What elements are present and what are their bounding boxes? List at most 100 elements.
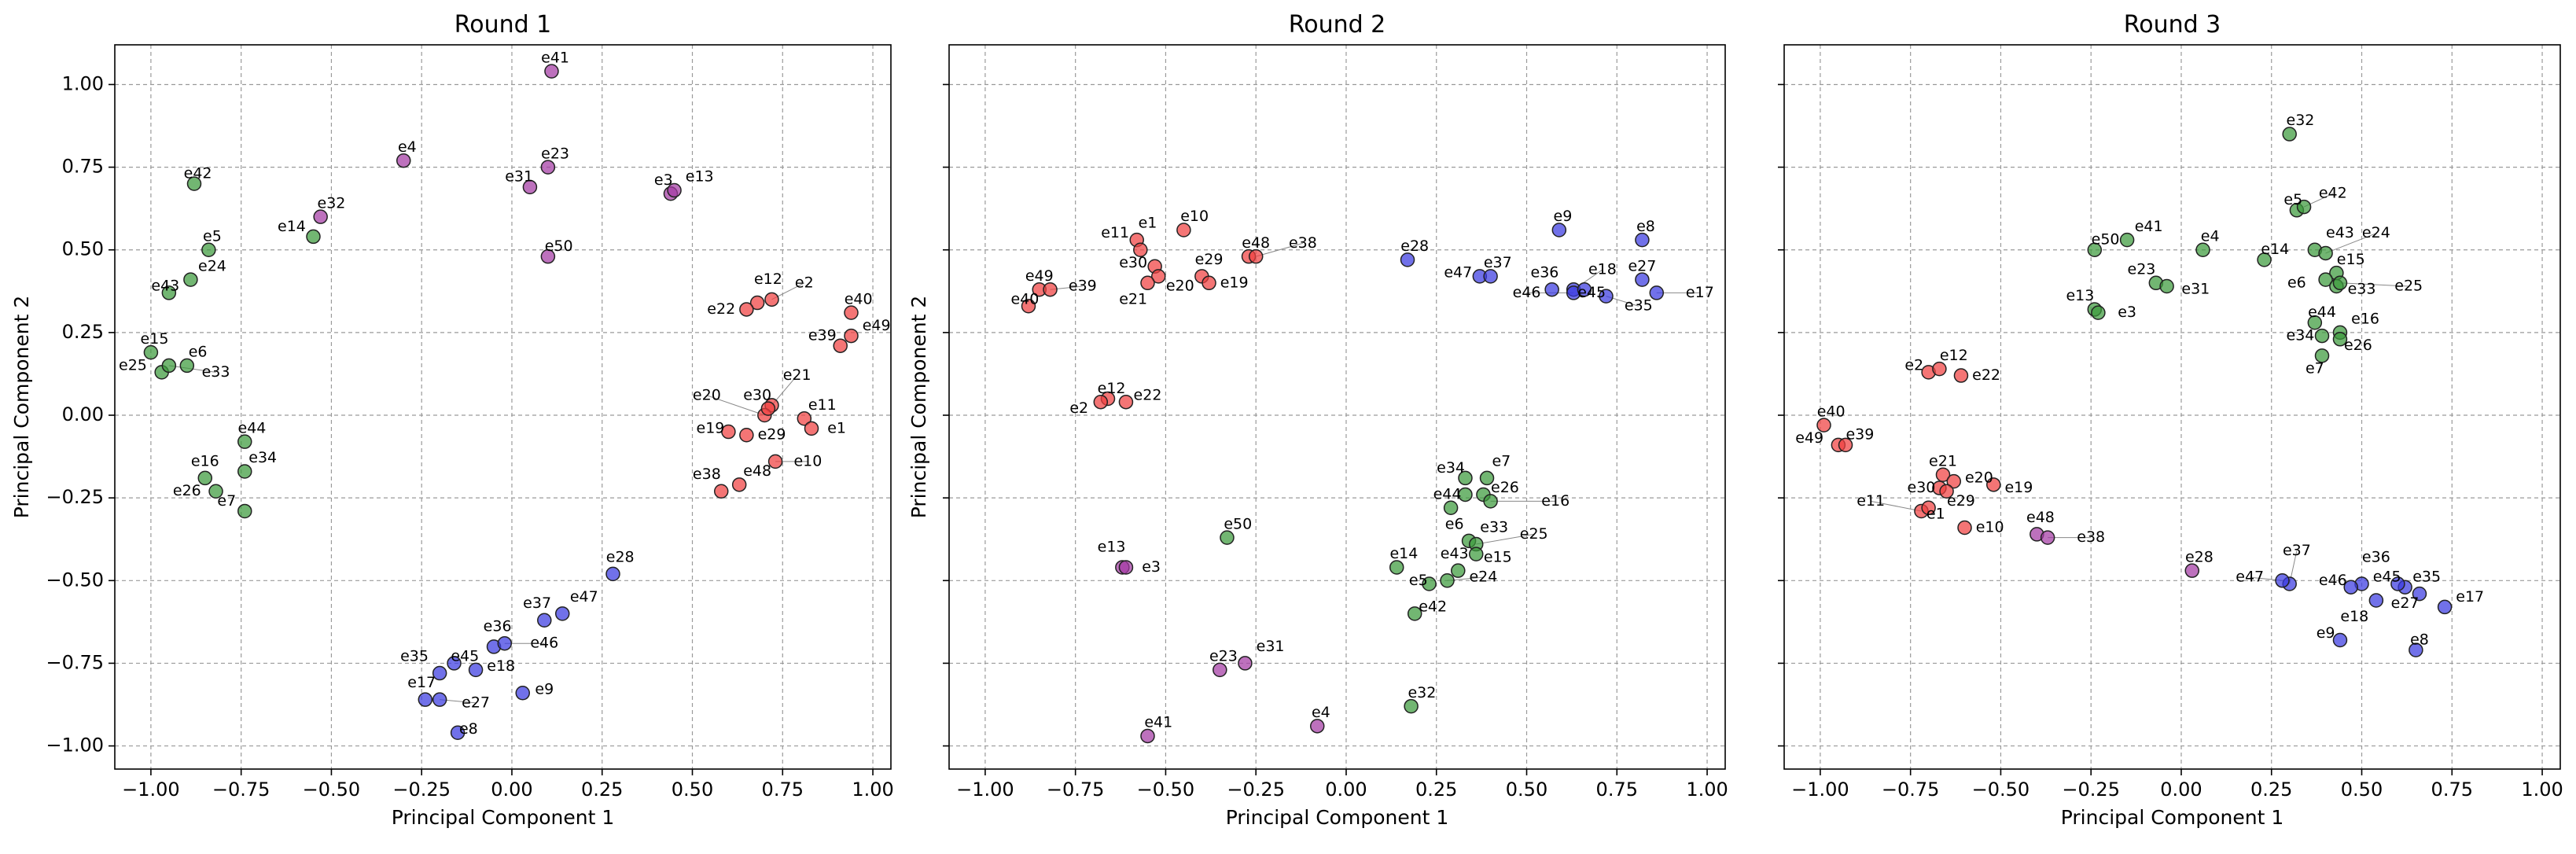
- point-label-e5: e5: [1409, 572, 1428, 589]
- y-axis-label: Principal Component 2: [10, 296, 33, 518]
- point-label-e48: e48: [2026, 509, 2055, 526]
- data-point-e27: [1635, 272, 1650, 287]
- axes-frame: [114, 44, 892, 770]
- data-point-e44: [1458, 487, 1473, 502]
- point-label-e39: e39: [808, 327, 837, 344]
- point-label-e42: e42: [1419, 598, 1447, 615]
- data-point-e44: [2307, 315, 2323, 330]
- point-label-e40: e40: [1817, 403, 1846, 420]
- point-label-e9: e9: [2317, 624, 2335, 642]
- data-point-e9: [515, 686, 530, 701]
- point-label-e33: e33: [202, 363, 230, 381]
- y-tick-label: −0.50: [46, 569, 104, 591]
- point-label-e19: e19: [2004, 479, 2033, 496]
- point-label-e18: e18: [487, 657, 515, 675]
- data-point-e34: [2314, 328, 2330, 344]
- point-label-e37: e37: [1484, 254, 1512, 271]
- point-label-e34: e34: [2287, 327, 2315, 344]
- label-leader-line: [706, 395, 765, 416]
- point-label-e43: e43: [1441, 545, 1469, 562]
- data-point-e43: [1451, 563, 1466, 578]
- point-label-e21: e21: [1929, 452, 1957, 469]
- x-tick-label: −0.25: [1227, 779, 1285, 801]
- data-point-e31: [522, 179, 538, 195]
- data-point-e48: [731, 477, 747, 492]
- point-label-e46: e46: [1513, 284, 1541, 301]
- data-point-e46: [497, 635, 513, 651]
- data-point-e27: [2412, 586, 2427, 602]
- x-tick-label: 0.00: [1325, 779, 1367, 801]
- point-label-e30: e30: [1908, 479, 1936, 496]
- point-label-e40: e40: [1010, 290, 1039, 307]
- x-tick-label: 0.00: [491, 779, 532, 801]
- data-point-e15: [143, 344, 159, 360]
- data-point-e19: [1986, 477, 2001, 492]
- point-label-e21: e21: [1119, 290, 1147, 307]
- point-label-e50: e50: [2092, 231, 2120, 248]
- data-point-e3: [1118, 560, 1134, 575]
- point-label-e26: e26: [1491, 479, 1519, 496]
- data-point-e8: [1635, 232, 1650, 248]
- x-tick-label: −1.00: [1791, 779, 1849, 801]
- point-label-e16: e16: [1541, 492, 1570, 510]
- data-point-e36: [1544, 282, 1559, 297]
- point-label-e35: e35: [2412, 569, 2441, 586]
- data-point-e43: [161, 285, 177, 300]
- point-label-e20: e20: [1965, 469, 1993, 486]
- data-point-e8: [450, 725, 466, 740]
- point-label-e48: e48: [1242, 234, 1270, 252]
- data-point-e37: [1483, 269, 1498, 284]
- data-point-e46: [2343, 580, 2358, 594]
- point-label-e7: e7: [1492, 452, 1511, 469]
- point-label-e4: e4: [2201, 227, 2220, 245]
- point-label-e41: e41: [1144, 714, 1172, 731]
- x-tick-label: −0.75: [212, 779, 270, 801]
- point-label-e17: e17: [2456, 588, 2484, 606]
- point-label-e4: e4: [1312, 704, 1330, 721]
- point-label-e22: e22: [1134, 386, 1162, 403]
- data-point-e18: [468, 662, 484, 678]
- data-point-e19: [721, 424, 736, 440]
- label-leader-line: [2325, 233, 2377, 254]
- data-point-e24: [1440, 573, 1455, 588]
- data-point-e22: [739, 302, 754, 317]
- x-tick-label: 0.50: [1506, 779, 1547, 801]
- point-label-e50: e50: [1224, 515, 1252, 532]
- point-label-e40: e40: [845, 290, 873, 307]
- point-label-e37: e37: [2283, 542, 2311, 559]
- point-label-e14: e14: [1389, 545, 1418, 562]
- label-leader-line: [2339, 282, 2409, 287]
- point-label-e34: e34: [248, 449, 277, 466]
- data-point-e17: [1649, 285, 1665, 300]
- point-label-e43: e43: [2326, 224, 2354, 241]
- y-tick-label: −0.75: [46, 651, 104, 673]
- point-label-e17: e17: [407, 674, 436, 691]
- data-point-e41: [544, 64, 559, 79]
- point-label-e25: e25: [119, 356, 147, 374]
- data-point-e35: [432, 665, 447, 681]
- data-point-e6: [2318, 272, 2333, 287]
- point-label-e29: e29: [1195, 251, 1224, 268]
- point-label-e8: e8: [2410, 631, 2429, 648]
- data-point-e10: [767, 454, 783, 469]
- point-label-e21: e21: [783, 366, 811, 384]
- data-point-e5: [201, 242, 216, 257]
- data-point-e31: [2159, 278, 2174, 294]
- subplot-title: Round 1: [454, 11, 552, 39]
- point-label-e44: e44: [238, 419, 267, 436]
- point-label-e2: e2: [795, 274, 814, 291]
- data-point-e34: [237, 464, 252, 479]
- point-label-e32: e32: [318, 194, 346, 212]
- y-tick-label: 0.00: [62, 403, 104, 425]
- point-label-e42: e42: [2319, 185, 2347, 202]
- point-label-e30: e30: [1119, 254, 1147, 271]
- point-label-e25: e25: [1520, 525, 1548, 543]
- point-label-e38: e38: [1289, 234, 1317, 252]
- x-axis-label: Principal Component 1: [392, 806, 614, 829]
- point-label-e42: e42: [184, 165, 212, 182]
- point-label-e47: e47: [1444, 264, 1472, 282]
- point-label-e28: e28: [2185, 548, 2214, 565]
- data-point-e14: [1389, 560, 1404, 575]
- point-label-e20: e20: [1166, 278, 1194, 295]
- subplot-title: Round 3: [2124, 11, 2221, 39]
